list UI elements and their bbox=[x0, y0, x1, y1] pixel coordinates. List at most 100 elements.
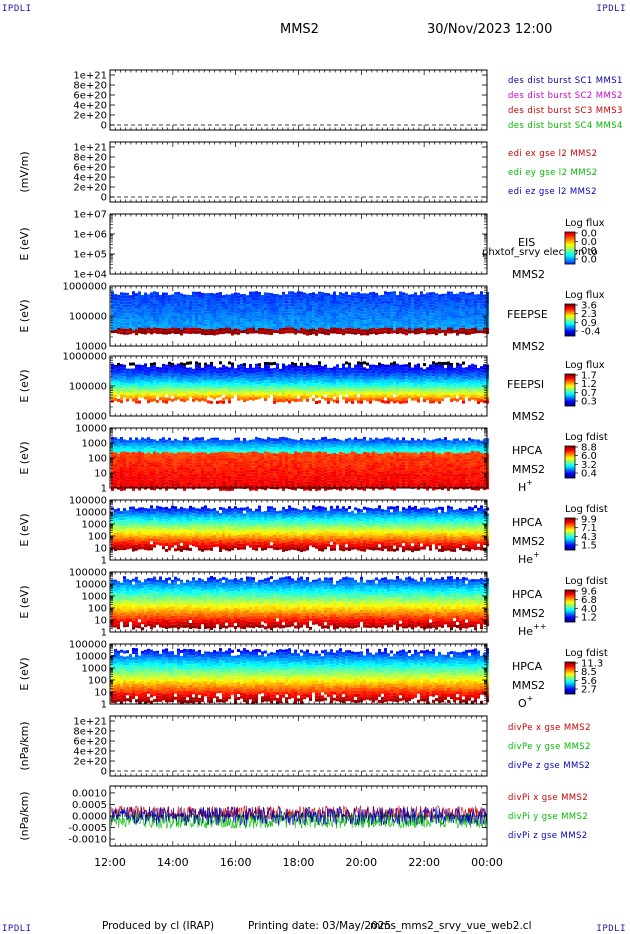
y-tick-label: 8e+20 bbox=[73, 81, 107, 92]
colorbar-cell bbox=[565, 240, 575, 242]
y-tick-label: 10000 bbox=[75, 508, 107, 519]
colorbar-tick-label: 4.0 bbox=[581, 604, 597, 615]
colorbar-cell bbox=[565, 474, 575, 476]
colorbar-cell bbox=[565, 238, 575, 240]
colorbar-cell bbox=[565, 260, 575, 262]
y-tick-label: 10000 bbox=[75, 412, 107, 423]
species-label: H+ bbox=[518, 478, 533, 494]
colorbar-tick-label: 0.0 bbox=[581, 246, 597, 257]
y-tick-label: 2e+20 bbox=[73, 183, 107, 194]
colorbar-cell bbox=[565, 593, 575, 595]
colorbar-cell bbox=[565, 681, 575, 683]
colorbar-cell bbox=[565, 232, 575, 234]
y-tick-label: 1000000 bbox=[62, 352, 107, 363]
y-tick-label: 1000000 bbox=[62, 282, 107, 293]
colorbar-cell bbox=[565, 315, 575, 317]
y-axis-label: E (eV) bbox=[18, 227, 31, 260]
colorbar-cell bbox=[565, 378, 575, 380]
colorbar-cell bbox=[565, 376, 575, 378]
y-tick-label: 10 bbox=[94, 469, 107, 480]
colorbar-cell bbox=[565, 475, 575, 477]
colorbar-cell bbox=[565, 536, 575, 538]
x-tick-label: 16:00 bbox=[220, 856, 252, 869]
colorbar-frame bbox=[564, 231, 576, 265]
series-line-3 bbox=[110, 805, 487, 826]
colorbar-cell bbox=[565, 683, 575, 685]
y-tick-label: 0 bbox=[101, 121, 107, 132]
colorbar-cell bbox=[565, 456, 575, 458]
colorbar-tick-label: 4.3 bbox=[581, 532, 597, 543]
y-tick-label: 100000 bbox=[69, 496, 107, 507]
colorbar: 0.00.00.00.0 bbox=[564, 229, 597, 266]
colorbar-cell bbox=[565, 603, 575, 605]
y-axis-label: E (eV) bbox=[18, 513, 31, 546]
colorbar-cell bbox=[565, 242, 575, 244]
colorbar-cell bbox=[565, 463, 575, 465]
colorbar-cell bbox=[565, 316, 575, 318]
colorbar-cell bbox=[565, 667, 575, 669]
colorbar-cell bbox=[565, 312, 575, 314]
legend-entry: divPe y gse MMS2 bbox=[508, 742, 591, 752]
colorbar-cell bbox=[565, 234, 575, 236]
colorbar-cell bbox=[565, 692, 575, 694]
colorbar-cell bbox=[565, 680, 575, 682]
heatmap-cells-9 bbox=[111, 648, 489, 704]
y-tick-label: 10 bbox=[94, 688, 107, 699]
legend-entry: divPe z gse MMS2 bbox=[508, 761, 590, 771]
y-tick-label: 0 bbox=[101, 767, 107, 778]
footer-produced: Produced by cl (IRAP) bbox=[102, 920, 215, 932]
y-tick-label: 10 bbox=[94, 616, 107, 627]
legend-entry: divPi y gse MMS2 bbox=[508, 812, 588, 822]
colorbar-cell bbox=[565, 324, 575, 326]
colorbar-tick-label: 7.1 bbox=[581, 523, 597, 534]
colorbar-cell bbox=[565, 663, 575, 665]
colorbar-cell bbox=[565, 455, 575, 457]
species-charge: + bbox=[527, 694, 534, 703]
legend-entry: divPe x gse MMS2 bbox=[508, 723, 591, 733]
colorbar-cell bbox=[565, 472, 575, 474]
x-tick-label: 22:00 bbox=[408, 856, 440, 869]
colorbar-cell bbox=[565, 311, 575, 313]
y-axis-label: (nPa/km) bbox=[18, 721, 31, 770]
colorbar-cell bbox=[565, 531, 575, 533]
colorbar-tick-label: 0.0 bbox=[581, 229, 597, 240]
species-charge: + bbox=[533, 550, 540, 559]
colorbar-cell bbox=[565, 377, 575, 379]
y-tick-label: 1000 bbox=[82, 520, 107, 531]
colorbar: 8.86.03.20.4 bbox=[564, 443, 597, 480]
colorbar: 1.71.20.70.3 bbox=[564, 371, 597, 408]
legend-entry: edi ez gse l2 MMS2 bbox=[508, 187, 597, 197]
colorbar-cell bbox=[565, 614, 575, 616]
y-tick-label: 1000 bbox=[82, 592, 107, 603]
y-tick-label: 2e+20 bbox=[73, 757, 107, 768]
y-tick-label: 1 bbox=[101, 556, 107, 567]
footer-file-name: mms_mms2_srvy_vue_web2.cl bbox=[370, 920, 532, 932]
y-tick-label: 0.0010 bbox=[72, 788, 107, 799]
colorbar-cell bbox=[565, 470, 575, 472]
colorbar-title: Log fdist bbox=[565, 576, 608, 587]
colorbar-cell bbox=[565, 542, 575, 544]
colorbar-cell bbox=[565, 611, 575, 613]
colorbar-cell bbox=[565, 519, 575, 521]
colorbar-cell bbox=[565, 613, 575, 615]
colorbar-cell bbox=[565, 382, 575, 384]
species-charge: ++ bbox=[533, 622, 546, 631]
colorbar-cell bbox=[565, 592, 575, 594]
spacecraft-label: MMS2 bbox=[512, 679, 545, 692]
panel-5: 10000 100000 1000000 E (eV) FEEPSI MMS2 Log fl… bbox=[18, 352, 605, 424]
y-tick-label: 1e+21 bbox=[73, 71, 107, 82]
colorbar-cell bbox=[565, 328, 575, 330]
colorbar-cell bbox=[565, 237, 575, 239]
colorbar-cell bbox=[565, 524, 575, 526]
y-tick-label: -0.0010 bbox=[68, 835, 107, 846]
y-tick-label: 1000 bbox=[82, 439, 107, 450]
colorbar-cell bbox=[565, 466, 575, 468]
colorbar-cell bbox=[565, 331, 575, 333]
colorbar-cell bbox=[565, 318, 575, 320]
colorbar-tick-label: 8.5 bbox=[581, 667, 597, 678]
colorbar-cell bbox=[565, 325, 575, 327]
colorbar-cell bbox=[565, 532, 575, 534]
